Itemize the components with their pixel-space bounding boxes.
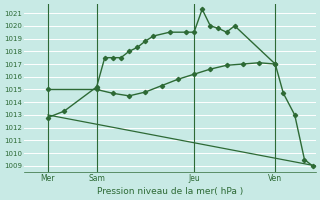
X-axis label: Pression niveau de la mer( hPa ): Pression niveau de la mer( hPa )	[97, 187, 243, 196]
